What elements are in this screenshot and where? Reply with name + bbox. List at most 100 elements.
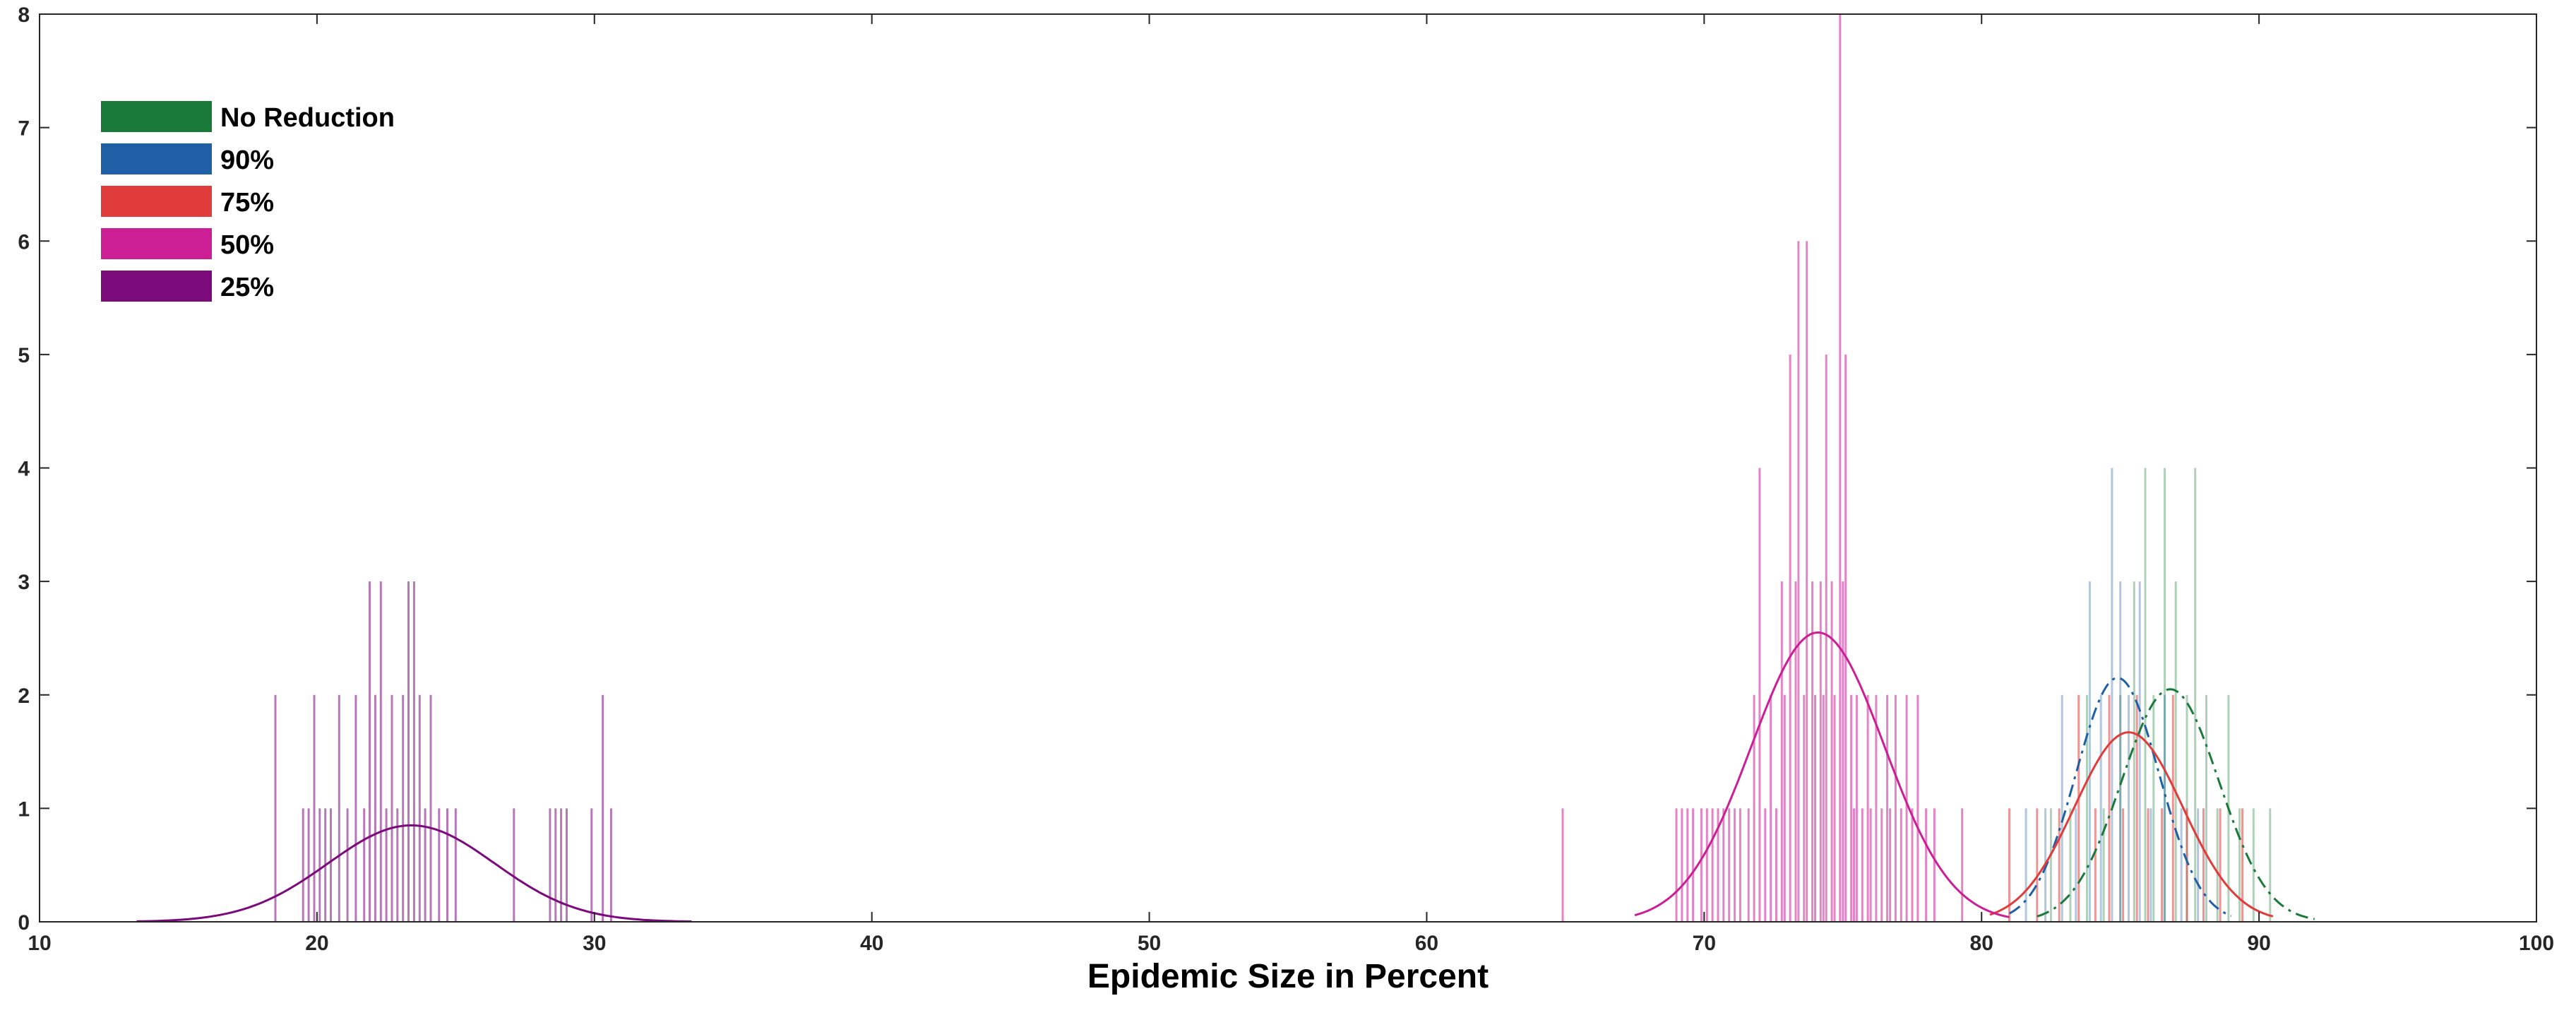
histogram-bar-50--9: [1722, 808, 1725, 922]
legend-swatch: [101, 143, 212, 174]
histogram-bar-25--23: [438, 808, 441, 922]
axis-ticks: [39, 13, 2537, 923]
histogram-bar-50--49: [1911, 808, 1914, 922]
x-tick-label: 60: [1415, 932, 1438, 955]
histogram-bar-25--25: [454, 808, 457, 922]
histogram-bar-90--0: [2025, 808, 2027, 922]
histogram-bar-75--5: [2108, 694, 2111, 923]
histogram-bar-50--31: [1830, 581, 1833, 922]
x-tick-label: 20: [305, 932, 328, 955]
histogram-bar-75--4: [2094, 808, 2097, 922]
histogram-bar-50--27: [1814, 694, 1816, 923]
histogram-bar-90--5: [2099, 694, 2102, 923]
histogram-bar-50--15: [1758, 468, 1761, 922]
histogram-bar-25--14: [385, 808, 388, 922]
histogram-bar-25--2: [307, 808, 310, 922]
y-tick-label: 6: [18, 230, 30, 254]
histogram-bar-25--22: [429, 694, 432, 923]
histogram-bar-50--32: [1833, 694, 1836, 923]
histogram-bar-25--4: [318, 808, 321, 922]
histogram-bar-25--12: [374, 694, 376, 923]
histogram-bar-90--7: [2119, 581, 2122, 922]
histogram-bar-25--6: [330, 808, 332, 922]
histogram-bar-50--0: [1561, 808, 1564, 922]
histogram-bar-90--9: [2138, 581, 2141, 922]
histogram-bar-50--40: [1866, 694, 1869, 923]
histogram-bar-50--51: [1925, 808, 1928, 922]
legend-label: No Reduction: [220, 103, 395, 133]
legend-swatch: [101, 228, 212, 259]
histogram-bar-90--3: [2075, 808, 2077, 922]
histogram-bar-no-reduction-0: [2049, 808, 2052, 922]
histogram-bar-50--42: [1875, 694, 1878, 923]
histogram-bar-75--10: [2171, 694, 2174, 923]
x-tick-label: 30: [583, 932, 606, 955]
histogram-bar-25--17: [402, 694, 405, 923]
histogram-bar-no-reduction-3: [2102, 808, 2105, 922]
histogram-bar-25--7: [338, 694, 340, 923]
histogram-bar-25--0: [274, 694, 277, 923]
x-tick-label: 40: [860, 932, 883, 955]
histogram-bar-50--50: [1916, 694, 1919, 923]
histogram-bar-50--24: [1803, 694, 1806, 923]
histogram-bar-25--11: [369, 581, 371, 922]
histogram-bar-25--24: [446, 808, 448, 922]
legend-label: 75%: [220, 188, 274, 218]
histogram-bar-75--9: [2161, 808, 2164, 922]
histogram-bar-90--4: [2088, 581, 2091, 922]
histogram-bar-no-reduction-8: [2164, 468, 2166, 922]
histogram-bar-75--7: [2135, 694, 2138, 923]
legend-label: 25%: [220, 273, 274, 302]
histogram-bar-25--33: [609, 808, 612, 922]
histogram-bar-90--11: [2164, 694, 2166, 923]
histogram-bar-25--3: [313, 694, 316, 923]
histogram-bar-50--11: [1734, 808, 1736, 922]
histogram-bar-50--5: [1700, 808, 1703, 922]
histogram-bar-no-reduction-16: [2252, 808, 2255, 922]
histogram-bar-50--34: [1842, 581, 1844, 922]
histogram-bar-no-reduction-5: [2133, 581, 2135, 922]
fit-curve-90-: [2008, 677, 2232, 918]
x-tick-label: 80: [1970, 932, 1993, 955]
histogram-bar-25--15: [390, 694, 393, 923]
histogram-bar-no-reduction-1: [2069, 808, 2072, 922]
histogram-bar-50--2: [1681, 808, 1683, 922]
histogram-bar-50--17: [1770, 694, 1772, 923]
histogram-bar-90--8: [2128, 694, 2130, 923]
y-tick-label: 3: [18, 571, 30, 594]
histogram-bar-50--45: [1889, 808, 1892, 922]
histogram-bar-25--13: [379, 581, 382, 922]
histogram-bar-75--13: [2219, 808, 2222, 922]
histogram-bar-50--1: [1675, 808, 1678, 922]
histogram-bar-90--2: [2061, 694, 2063, 923]
histogram-bar-25--31: [590, 808, 593, 922]
histogram-bar-50--30: [1825, 354, 1827, 922]
histogram-bar-50--36: [1850, 694, 1853, 923]
y-axis-tick-labels: 0 1 2 3 4 5 6 7 8: [18, 4, 30, 935]
legend-label: 50%: [220, 230, 274, 260]
x-tick-label: 50: [1138, 932, 1161, 955]
histogram-bar-25--18: [407, 581, 410, 922]
histogram-bar-50--10: [1728, 808, 1731, 922]
histogram-bar-50--52: [1933, 808, 1936, 922]
histogram-bar-no-reduction-17: [2269, 808, 2272, 922]
legend-swatch: [101, 186, 212, 217]
histogram-bar-50--38: [1855, 694, 1858, 923]
histogram-bar-no-reduction-15: [2238, 808, 2241, 922]
histogram-bar-no-reduction-11: [2194, 468, 2197, 922]
histogram-bar-90--10: [2149, 808, 2152, 922]
fit-curve-75-: [1989, 731, 2274, 918]
histogram-bar-25--30: [566, 808, 568, 922]
histogram-bar-50--12: [1739, 808, 1741, 922]
histogram-bar-75--1: [2036, 808, 2039, 922]
histogram-bar-25--21: [424, 808, 427, 922]
y-tick-label: 5: [18, 344, 30, 367]
histogram-bar-90--6: [2111, 468, 2113, 922]
histogram-bar-50--20: [1783, 694, 1786, 923]
histogram-bar-25--8: [346, 808, 349, 922]
legend-label: 90%: [220, 146, 274, 175]
x-axis-tick-labels: 10 20 30 40 50 60 70 80 90 100: [28, 932, 2554, 955]
histogram-bar-50--19: [1780, 581, 1783, 922]
x-tick-label: 100: [2519, 932, 2554, 955]
